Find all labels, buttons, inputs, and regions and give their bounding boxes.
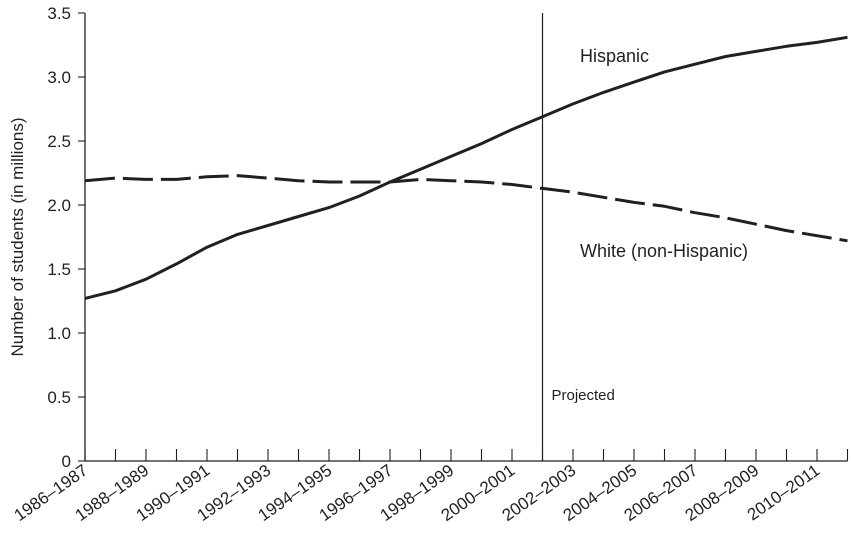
series-lines bbox=[84, 35, 848, 300]
y-tick-label: 2.0 bbox=[47, 196, 71, 215]
series-label-hispanic: Hispanic bbox=[580, 46, 649, 66]
x-axis: 1986–19871988–19891990–19911992–19931994… bbox=[11, 449, 849, 525]
y-tick-label: 0 bbox=[62, 452, 71, 471]
y-axis-label: Number of students (in millions) bbox=[8, 117, 27, 356]
y-tick-label: 0.5 bbox=[47, 388, 71, 407]
annotations: Projected Hispanic White (non-Hispanic) bbox=[541, 13, 748, 461]
y-tick-label: 2.5 bbox=[47, 132, 71, 151]
y-tick-label: 3.5 bbox=[47, 4, 71, 23]
series-line-hispanic bbox=[84, 35, 848, 300]
y-tick-label: 3.0 bbox=[47, 68, 71, 87]
y-tick-label: 1.0 bbox=[47, 324, 71, 343]
series-label-white-non-hispanic: White (non-Hispanic) bbox=[580, 241, 748, 261]
projected-label: Projected bbox=[552, 387, 615, 404]
series-line-white-non-hispanic bbox=[84, 174, 848, 243]
y-axis: 0 0.5 1.0 1.5 2.0 2.5 3.0 3.5 bbox=[47, 4, 86, 471]
y-tick-label: 1.5 bbox=[47, 260, 71, 279]
